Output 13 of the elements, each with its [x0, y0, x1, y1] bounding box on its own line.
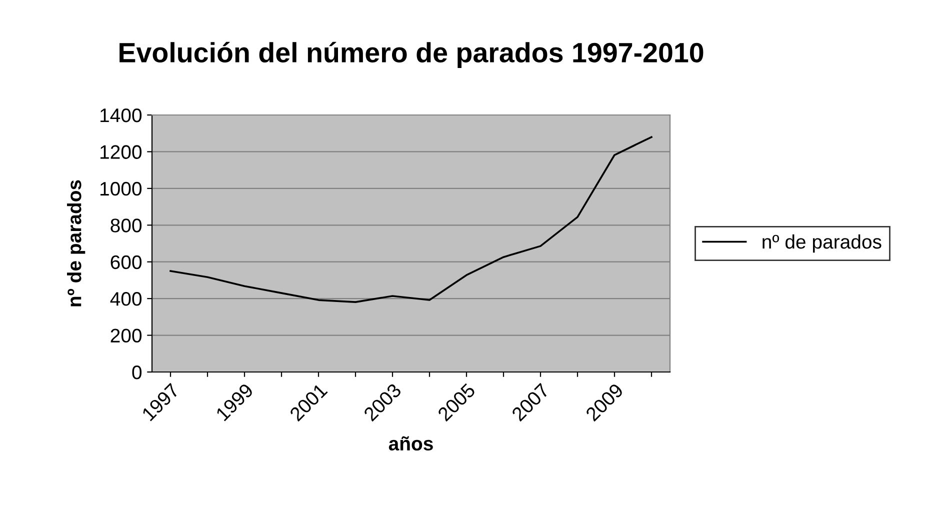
x-axis-title: años [388, 436, 433, 451]
y-tick-label: 800 [110, 218, 142, 232]
line-series [170, 136, 652, 303]
y-tick-label: 1000 [100, 182, 142, 196]
y-tick-label: 600 [110, 255, 142, 270]
y-tick-label: 0 [132, 365, 142, 380]
y-tick-label: 1200 [100, 145, 142, 159]
y-tick-label: 1400 [100, 108, 142, 122]
y-axis-title: nº de parados [67, 180, 86, 306]
legend-label: nº de parados [762, 234, 882, 253]
y-tick-label: 400 [110, 292, 142, 306]
y-tick-label: 200 [110, 328, 142, 343]
chart-title: Evolución del número de parados 1997-2010 [120, 42, 704, 68]
